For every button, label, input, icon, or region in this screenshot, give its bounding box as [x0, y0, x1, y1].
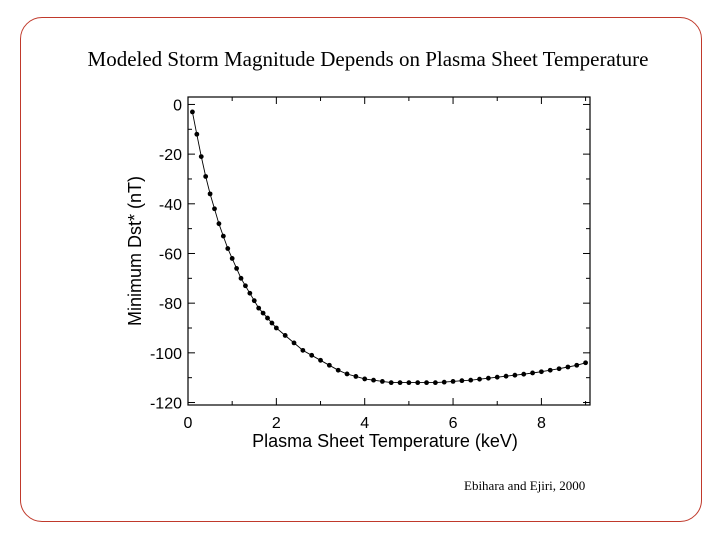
data-point: [203, 174, 209, 179]
data-point: [260, 310, 266, 316]
data-point: [397, 380, 403, 386]
data-point: [539, 369, 544, 375]
data-point: [309, 352, 315, 358]
data-point: [265, 315, 270, 321]
data-point: [300, 347, 306, 353]
data-point: [415, 380, 421, 386]
data-point: [556, 366, 562, 372]
data-point: [256, 305, 262, 311]
data-point: [388, 380, 394, 386]
data-point: [273, 325, 279, 331]
data-point: [335, 367, 341, 373]
data-point: [212, 206, 217, 212]
data-point: [450, 379, 456, 384]
data-point: [318, 357, 323, 363]
y-tick-label: 0: [173, 97, 182, 114]
data-point: [424, 380, 429, 386]
data-point: [441, 379, 447, 385]
data-point: [583, 360, 588, 366]
data-point: [565, 364, 571, 370]
data-point: [503, 373, 509, 379]
data-point: [459, 378, 465, 384]
y-tick-label: -80: [159, 296, 182, 313]
data-point: [282, 333, 288, 338]
data-point: [238, 275, 244, 281]
x-tick-label: 6: [449, 415, 458, 432]
data-point: [251, 298, 257, 304]
data-point: [521, 371, 527, 377]
slide-title: Modeled Storm Magnitude Depends on Plasm…: [87, 47, 649, 71]
series-line: [191, 111, 586, 384]
data-point: [432, 380, 438, 386]
data-point: [229, 256, 235, 261]
data-point: [207, 191, 213, 197]
x-axis-label: Plasma Sheet Temperature (keV): [252, 431, 518, 451]
slide-frame: [20, 17, 702, 522]
citation: Ebihara and Ejiri, 2000: [464, 478, 586, 493]
y-axis-label: Minimum Dst* (nT): [125, 176, 145, 326]
y-tick-label: -20: [159, 147, 182, 164]
data-point: [547, 367, 553, 373]
data-point: [344, 371, 350, 377]
data-point: [468, 377, 474, 383]
data-point: [198, 154, 204, 160]
data-point: [234, 265, 239, 271]
data-point: [243, 283, 248, 289]
data-point: [485, 375, 491, 381]
data-point: [190, 109, 195, 115]
x-tick-label: 4: [360, 415, 369, 432]
data-point: [362, 376, 368, 382]
data-point: [247, 290, 253, 296]
data-point: [353, 374, 359, 379]
y-tick-label: -60: [159, 246, 182, 263]
data-point: [326, 362, 332, 368]
data-point: [216, 221, 222, 227]
data-point: [530, 370, 535, 376]
data-point: [494, 374, 500, 380]
y-tick-label: -100: [150, 346, 182, 363]
x-tick-label: 0: [184, 415, 193, 432]
x-tick-label: 8: [537, 415, 546, 432]
data-point: [269, 320, 275, 326]
x-tick-label: 2: [272, 415, 281, 432]
data-point: [291, 340, 297, 346]
data-point: [406, 380, 412, 386]
y-tick-label: -120: [150, 396, 182, 413]
y-tick-label: -40: [159, 197, 182, 214]
data-point: [477, 376, 482, 382]
data-point: [225, 246, 231, 251]
data-point: [379, 379, 385, 384]
data-point: [574, 362, 580, 368]
plot-frame: [187, 96, 591, 406]
data-point: [220, 233, 226, 239]
data-point: [194, 131, 200, 137]
data-point: [512, 372, 518, 378]
data-point: [371, 377, 376, 383]
